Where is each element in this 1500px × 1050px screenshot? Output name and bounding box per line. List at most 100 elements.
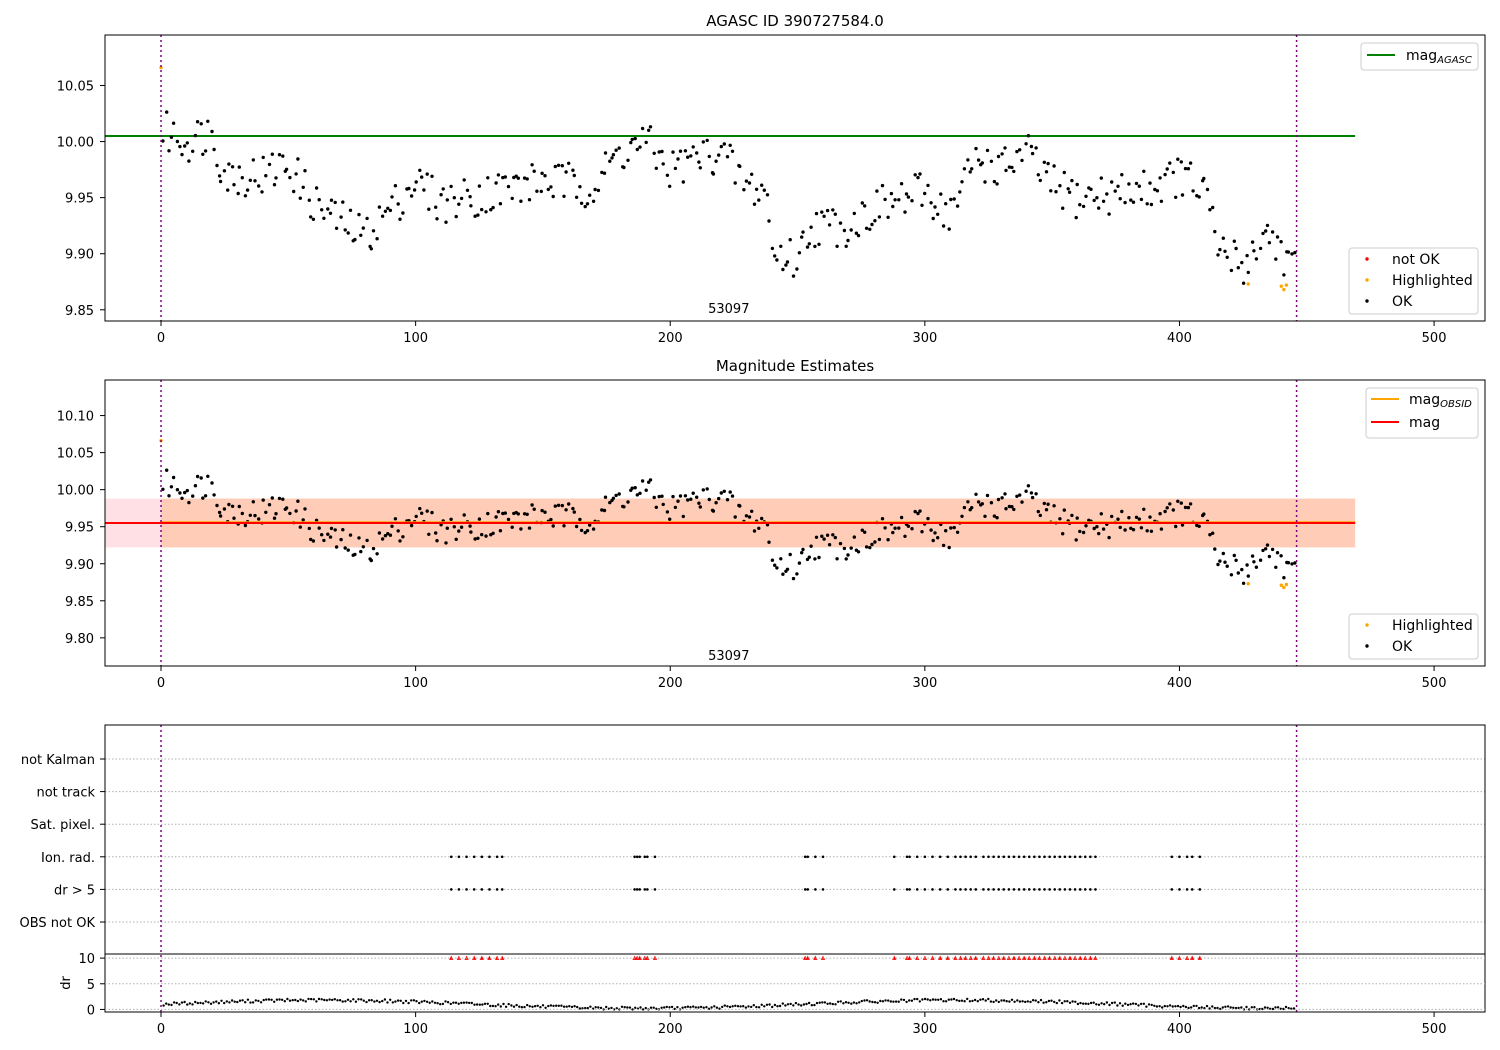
dr-point	[1282, 1007, 1285, 1011]
dr-point	[1213, 1006, 1217, 1010]
category-label: Sat. pixel.	[31, 818, 95, 833]
dr-point	[1163, 1004, 1167, 1008]
flag-marker	[959, 888, 962, 891]
ok-point	[185, 488, 189, 493]
ok-point	[800, 235, 804, 239]
ok-point	[1066, 187, 1070, 191]
dr-point	[902, 998, 906, 1002]
ok-point	[1265, 543, 1270, 547]
dr-point	[723, 1004, 726, 1007]
ok-point	[232, 516, 236, 520]
flag-marker	[1022, 888, 1026, 891]
dr-point	[976, 1000, 979, 1003]
x-tick-label: 200	[658, 676, 683, 691]
dr-saturated-marker	[1001, 955, 1006, 960]
dr-point	[1100, 1002, 1103, 1005]
ok-point	[944, 529, 948, 533]
ok-point	[237, 165, 241, 169]
ok-point	[407, 186, 411, 191]
ok-point	[714, 501, 718, 505]
ok-point	[371, 229, 376, 233]
dr-point	[1197, 1006, 1201, 1010]
ok-point	[630, 137, 634, 142]
dr-point	[336, 999, 339, 1002]
flag-marker	[472, 855, 476, 859]
dr-point	[1058, 999, 1061, 1002]
ok-point	[714, 159, 718, 163]
ok-point	[1092, 198, 1096, 203]
ok-point	[386, 206, 390, 210]
dr-saturated-marker	[892, 955, 897, 960]
flag-marker	[1007, 888, 1011, 891]
ok-point	[809, 544, 813, 548]
ok-point	[1176, 499, 1180, 503]
ok-point	[941, 224, 946, 228]
ok-point	[452, 196, 456, 200]
dr-saturated-marker	[1169, 955, 1175, 960]
ok-point	[773, 254, 777, 258]
ok-point	[941, 543, 946, 548]
ok-point	[733, 515, 737, 519]
dr-point	[1026, 1000, 1030, 1003]
ok-point	[543, 510, 547, 514]
ok-point	[585, 202, 590, 206]
dr-point	[478, 1003, 481, 1006]
flag-marker	[1089, 855, 1092, 859]
dr-point	[568, 1005, 571, 1008]
ok-point	[1179, 160, 1184, 164]
ok-point	[742, 188, 746, 192]
dr-point	[844, 1001, 848, 1004]
flag-marker	[1185, 888, 1189, 891]
ok-point	[430, 510, 434, 515]
dr-point	[873, 1001, 877, 1004]
ok-point	[371, 546, 376, 551]
dr-point	[1095, 1003, 1098, 1006]
flag-marker	[449, 855, 453, 859]
dr-point	[789, 1002, 792, 1006]
ok-point	[588, 193, 592, 197]
dr-point	[207, 1001, 210, 1004]
ok-point	[781, 572, 785, 576]
ok-point	[165, 110, 169, 114]
ok-point	[1062, 508, 1067, 512]
dr-point	[294, 998, 297, 1002]
dr-point	[512, 1005, 516, 1008]
ok-point	[849, 546, 853, 550]
ok-point	[183, 144, 187, 148]
magnitude-y-axis: 9.80 9.85 9.90 9.95 10.00 10.05 10.10	[57, 410, 105, 647]
dr-point	[728, 1005, 732, 1009]
ok-point	[1171, 508, 1176, 512]
ok-point	[414, 180, 418, 184]
dr-point	[665, 1005, 668, 1009]
flag-marker	[992, 855, 995, 859]
ok-point	[1229, 268, 1234, 273]
ok-point	[230, 165, 235, 169]
ok-point	[473, 537, 477, 541]
ok-point	[1029, 144, 1034, 149]
ok-point	[434, 531, 438, 535]
ok-point	[281, 154, 285, 158]
ok-point	[329, 526, 334, 531]
dr-point	[850, 1002, 853, 1005]
ok-point	[661, 162, 665, 166]
flag-marker	[646, 888, 649, 891]
dr-point	[230, 999, 234, 1002]
dr-point	[444, 1000, 447, 1003]
dr-point	[1216, 1006, 1219, 1010]
dr-point	[410, 999, 413, 1002]
dr-point	[939, 998, 943, 1001]
ok-point	[486, 176, 490, 180]
ok-point	[1074, 215, 1078, 220]
ok-point	[844, 244, 848, 248]
ok-point	[546, 187, 550, 192]
dr-point	[1132, 1002, 1135, 1005]
dr-point	[304, 1000, 307, 1003]
dr-point	[1263, 1006, 1267, 1009]
ok-point	[1084, 524, 1088, 528]
ok-point	[212, 147, 216, 152]
ok-point	[833, 212, 837, 216]
dr-point	[360, 998, 363, 1001]
ok-point	[1101, 527, 1106, 531]
flag-marker	[457, 888, 461, 891]
dr-point	[1076, 1002, 1080, 1006]
